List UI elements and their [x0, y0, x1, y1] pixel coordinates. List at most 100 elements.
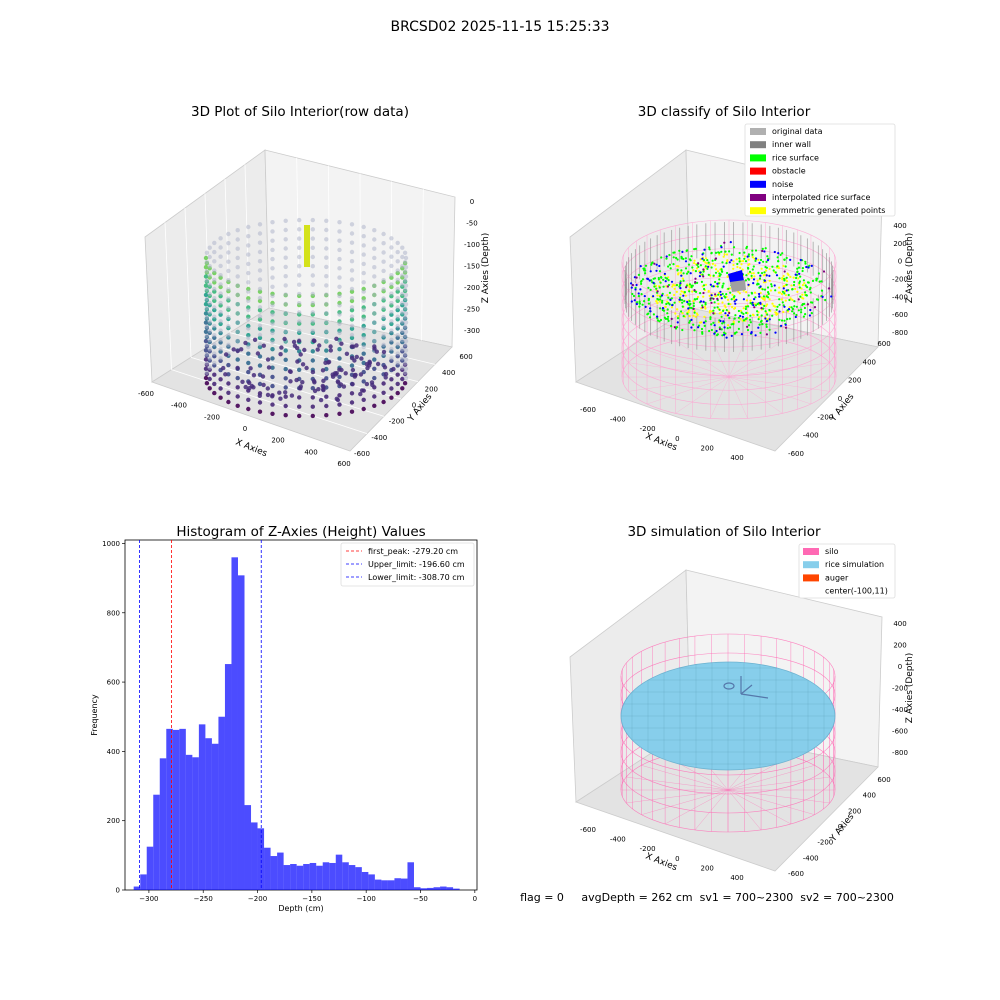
classify-point [667, 308, 669, 310]
classify-point [752, 302, 754, 304]
classify-point [754, 296, 756, 298]
classify-point [714, 301, 716, 303]
classify-point [764, 317, 766, 319]
original-data-cluster [730, 280, 746, 292]
classify-point [696, 312, 698, 314]
raw-point [344, 371, 348, 375]
raw-point [372, 339, 376, 343]
sim-z-tick: 400 [893, 620, 906, 628]
classify-point [689, 258, 691, 260]
classify-point [644, 272, 646, 274]
sim-x-tick: 200 [701, 864, 714, 872]
raw-point [277, 391, 281, 395]
raw-x-tick: 600 [337, 460, 350, 468]
hist-bar [186, 755, 193, 890]
raw-point [337, 257, 341, 261]
classify-point [783, 287, 785, 289]
raw-point [226, 278, 230, 282]
classify-point [780, 254, 782, 256]
classify-point [704, 308, 706, 310]
classify-point [719, 328, 721, 330]
raw-point [236, 247, 240, 251]
raw-point [324, 413, 328, 417]
raw-point [317, 343, 321, 347]
classify-point [656, 316, 658, 318]
hist-bar [368, 874, 375, 890]
classify-point [755, 249, 757, 251]
raw-point [218, 310, 222, 314]
raw-point [324, 348, 328, 352]
classify-point [751, 275, 753, 277]
classify-point [763, 295, 765, 297]
raw-point [270, 312, 274, 316]
raw-point [350, 259, 354, 263]
raw-point [297, 264, 301, 268]
raw-point [381, 306, 385, 310]
classify-point [786, 289, 788, 291]
raw-point [284, 395, 288, 399]
classify-point [686, 273, 688, 275]
classify-point [640, 283, 642, 285]
raw-point [403, 260, 407, 264]
classify-point [681, 329, 683, 331]
raw-point [381, 269, 385, 273]
raw-point [324, 320, 328, 324]
raw-point [403, 325, 407, 329]
raw-point [311, 301, 315, 305]
classify-point [727, 299, 729, 301]
classify-legend: original datainner wallrice surfaceobsta… [745, 124, 895, 216]
classify-point [694, 312, 696, 314]
raw-point [404, 367, 408, 371]
classify-point [766, 255, 768, 257]
classify-point [743, 252, 745, 254]
classify-point [749, 300, 751, 302]
raw-point [208, 255, 212, 259]
classify-point [741, 312, 743, 314]
raw-point [270, 412, 274, 416]
classify-point [689, 300, 691, 302]
hist-bar [192, 757, 199, 890]
classify-point [706, 259, 708, 261]
classify-point [674, 302, 676, 304]
classify-z-tick: 400 [893, 222, 906, 230]
raw-point [311, 358, 315, 362]
raw-point [301, 362, 305, 366]
classify-point [690, 255, 692, 257]
classify-point [693, 305, 695, 307]
classify-point [774, 332, 776, 334]
classify-point [695, 316, 697, 318]
raw-point [311, 329, 315, 333]
classify-point [706, 268, 708, 270]
classify-point [682, 312, 684, 314]
raw-point [396, 342, 400, 346]
raw-point [324, 256, 328, 260]
classify-point [679, 299, 681, 301]
classify-point [778, 304, 780, 306]
classify-point [716, 283, 718, 285]
raw-point [321, 384, 325, 388]
classify-point [766, 267, 768, 269]
classify-point [676, 265, 678, 267]
raw-point [282, 337, 286, 341]
raw-ylabel: Y Axies [406, 392, 435, 425]
classify-point [710, 284, 712, 286]
classify-point [638, 292, 640, 294]
sim-legend-label: center(-100,11) [825, 587, 888, 596]
raw-point [270, 266, 274, 270]
hist-x-tick: −300 [139, 895, 158, 903]
raw-point [284, 367, 288, 371]
classify-point [771, 303, 773, 305]
raw-point [337, 266, 341, 270]
classify-point [733, 246, 735, 248]
raw-point [396, 305, 400, 309]
raw-point [400, 356, 404, 360]
raw-point [246, 361, 250, 365]
raw-point [204, 293, 208, 297]
raw-point [404, 339, 408, 343]
raw-point [297, 273, 301, 277]
classify-legend-swatch [750, 181, 766, 188]
classify-point [758, 262, 760, 264]
classify-point [781, 277, 783, 279]
hist-bar [238, 575, 245, 890]
classify-z-tick: 0 [898, 258, 902, 266]
